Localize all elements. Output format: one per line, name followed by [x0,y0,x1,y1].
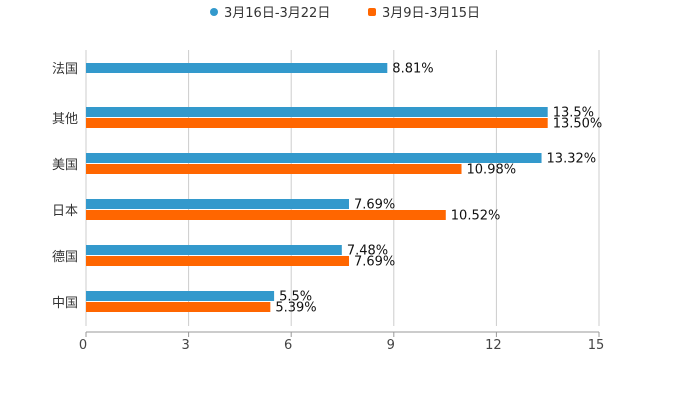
category-label: 美国 [52,158,78,173]
category-label: 法国 [52,62,78,77]
x-tick-label: 3 [181,338,189,353]
legend-label: 3月16日-3月22日 [224,6,330,21]
x-tick-label: 12 [485,338,502,353]
data-label: 13.50% [553,117,603,132]
category-label: 日本 [52,204,78,219]
bar-week-mar16-22 [86,153,542,163]
bar-week-mar9-15 [86,164,462,174]
data-label: 13.5% [553,106,594,121]
bar-week-mar9-15 [86,210,446,220]
x-tick-label: 9 [387,338,395,353]
bar-week-mar16-22 [86,291,275,301]
bar-week-mar16-22 [86,63,388,73]
data-label: 7.69% [354,255,395,270]
bar-week-mar16-22 [86,245,342,255]
data-label: 7.48% [347,244,388,259]
legend-marker [210,8,218,16]
data-label: 13.32% [547,152,597,167]
data-label: 10.52% [451,209,501,224]
legend-label: 3月9日-3月15日 [382,6,480,21]
x-tick-label: 15 [588,338,605,353]
category-label: 其他 [52,112,78,127]
data-label: 7.69% [354,198,395,213]
data-label: 5.39% [275,301,316,316]
x-tick-label: 0 [79,338,87,353]
data-label: 5.5% [279,290,312,305]
bar-week-mar9-15 [86,302,271,312]
x-tick-label: 6 [284,338,292,353]
bar-week-mar9-15 [86,256,349,266]
category-label: 德国 [52,250,78,265]
legend-marker [368,8,376,16]
data-label: 10.98% [467,163,517,178]
bar-week-mar9-15 [86,118,548,128]
data-label: 8.81% [392,62,433,77]
bar-week-mar16-22 [86,199,349,209]
category-label: 中国 [52,296,78,311]
bar-week-mar16-22 [86,107,548,117]
